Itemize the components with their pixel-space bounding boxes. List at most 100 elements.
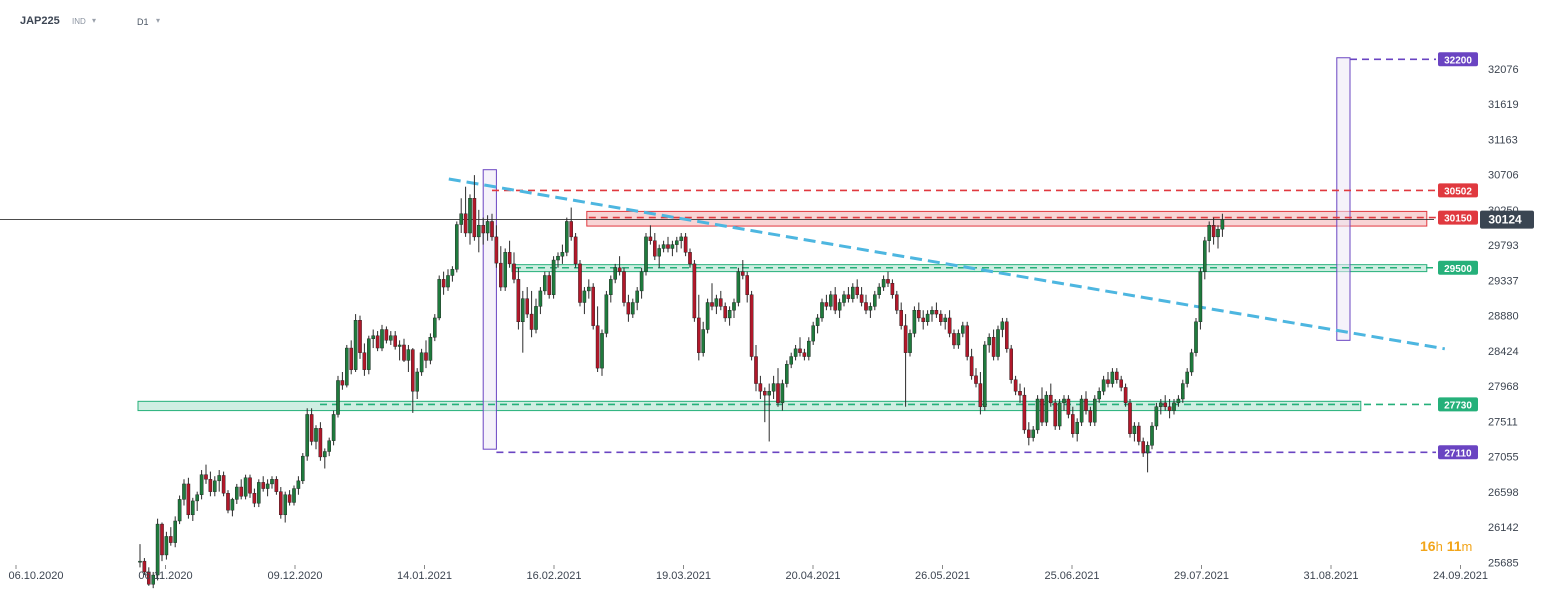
- candle-bear: [745, 275, 749, 295]
- candle-bull: [138, 560, 142, 563]
- candle-bull: [199, 474, 204, 495]
- candle-bull: [419, 352, 424, 373]
- price-axis: 3207631619311633070630250297932933728880…: [1488, 64, 1519, 569]
- range-box-1: [1336, 57, 1351, 341]
- candle-bull: [565, 221, 569, 253]
- candle-bull: [1189, 352, 1194, 373]
- countdown-minutes-unit: m: [1461, 539, 1473, 554]
- candle-bear: [1040, 398, 1044, 423]
- candle-bull: [257, 482, 261, 504]
- countdown-minutes: 11: [1446, 538, 1462, 554]
- candle-bull: [1145, 445, 1150, 454]
- candle-bull: [543, 275, 547, 292]
- candle-bull: [631, 302, 635, 315]
- candle-bear: [441, 279, 446, 288]
- candle-bull: [397, 344, 402, 347]
- time-axis-label: 14.01.2021: [397, 570, 452, 582]
- level-tag-label: 27110: [1444, 448, 1472, 459]
- candle-bull: [767, 391, 771, 396]
- candle-bull: [837, 302, 842, 311]
- price-axis-tick: 27511: [1488, 416, 1518, 428]
- candle-bear: [754, 356, 758, 384]
- candle-bull: [560, 252, 565, 257]
- current-price-label: 30124: [1488, 213, 1522, 227]
- level-tags-layer: 32200 30502 30150 29500 27730 27110 30124: [1438, 52, 1534, 460]
- candle-bull: [1172, 402, 1176, 411]
- candle-bear: [939, 313, 943, 323]
- price-axis-tick: 30706: [1488, 170, 1519, 182]
- candle-bull: [459, 213, 464, 225]
- symbol-name[interactable]: JAP225: [20, 15, 60, 27]
- candle-bull: [815, 317, 820, 326]
- candle-bear: [591, 286, 595, 326]
- candle-bear: [1048, 394, 1053, 404]
- candle-bear: [239, 486, 244, 497]
- price-axis-tick: 31619: [1488, 99, 1519, 111]
- time-axis-label: 25.06.2021: [1044, 570, 1099, 582]
- candle-bull: [829, 294, 833, 307]
- candle-bear: [402, 344, 406, 361]
- candle-bull: [1150, 425, 1154, 446]
- candle-bull: [983, 344, 987, 407]
- candle-bear: [1026, 429, 1031, 438]
- candle-bull: [582, 290, 587, 303]
- candle-bear: [248, 477, 252, 494]
- candle-bull: [468, 198, 472, 234]
- candle-bear: [1128, 402, 1132, 434]
- level-tag-label: 27730: [1444, 400, 1472, 411]
- candle-bear: [952, 333, 956, 346]
- level-tag-label: 30150: [1444, 214, 1472, 225]
- time-axis-label: 09.12.2020: [267, 570, 322, 582]
- candle-bear: [490, 221, 494, 238]
- candle-bear: [1053, 402, 1057, 427]
- candle-bull: [789, 356, 793, 365]
- candle-bull: [727, 310, 732, 319]
- candle-bull: [1158, 402, 1163, 407]
- candle-bear: [168, 536, 173, 543]
- candle-bear: [917, 310, 921, 319]
- candle-bull: [1202, 240, 1207, 272]
- candle-bull: [177, 499, 182, 522]
- market-dropdown-icon[interactable]: ▾: [92, 16, 97, 25]
- candle-bull: [732, 302, 736, 311]
- current-price-tag: [1480, 210, 1534, 229]
- candle-bull: [881, 279, 886, 288]
- market-type-label[interactable]: IND: [72, 17, 86, 26]
- timeframe-selector[interactable]: D1: [137, 17, 149, 27]
- candle-bull: [811, 325, 815, 342]
- level-tag-27730: [1438, 397, 1478, 412]
- candle-bear: [1005, 321, 1009, 350]
- candle-bear: [1088, 410, 1093, 423]
- price-axis-tick: 26598: [1488, 487, 1519, 499]
- level-tag-30150: [1438, 210, 1478, 225]
- candle-bear: [525, 298, 529, 315]
- candle-bear: [692, 263, 697, 319]
- candles-layer: [138, 175, 1225, 589]
- candle-bull: [503, 252, 508, 288]
- candle-bull: [609, 279, 613, 295]
- candle-bull: [1176, 398, 1181, 404]
- candle-bull: [670, 244, 675, 249]
- level-tag-27110: [1438, 445, 1478, 460]
- candle-bear: [1009, 348, 1013, 380]
- candle-bear: [947, 317, 952, 334]
- candle-bull: [912, 310, 917, 334]
- candle-bull: [1101, 379, 1106, 392]
- candle-bull: [151, 574, 156, 585]
- candle-bull: [1216, 228, 1220, 238]
- countdown-hours: 16: [1420, 538, 1436, 554]
- candle-bear: [1163, 402, 1167, 407]
- timeframe-dropdown-icon[interactable]: ▾: [156, 16, 161, 25]
- candle-bull: [868, 306, 873, 311]
- countdown-hours-unit: h: [1435, 539, 1443, 554]
- level-tag-32200: [1438, 52, 1478, 67]
- price-axis-tick: 29793: [1488, 240, 1519, 252]
- candle-bull: [446, 275, 450, 288]
- candle-bear: [890, 282, 895, 295]
- candle-bear: [1106, 379, 1110, 384]
- candle-bull: [1092, 398, 1097, 423]
- price-axis-tick: 31163: [1488, 134, 1518, 146]
- candle-bull: [534, 306, 538, 330]
- candle-bull: [987, 337, 991, 346]
